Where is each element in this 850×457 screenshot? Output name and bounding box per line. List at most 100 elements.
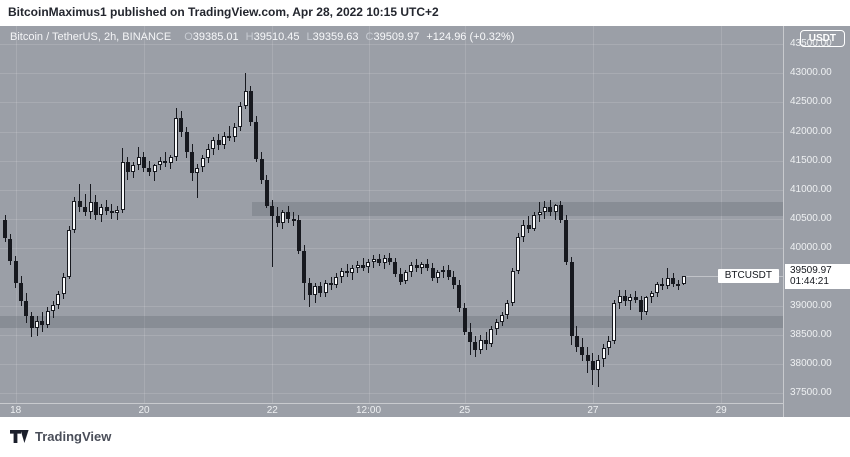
legend-open-label: O bbox=[184, 31, 193, 43]
candle-body bbox=[446, 269, 451, 277]
candle-body bbox=[660, 283, 665, 286]
gridline-v bbox=[15, 26, 17, 403]
legend-symbol[interactable]: Bitcoin / TetherUS, 2h, BINANCE bbox=[10, 31, 172, 43]
chart-pane[interactable]: Bitcoin / TetherUS, 2h, BINANCE O39385.01… bbox=[0, 26, 783, 403]
price-axis-label: 38000.00 bbox=[790, 358, 832, 370]
ohlc-legend: Bitcoin / TetherUS, 2h, BINANCE O39385.01… bbox=[10, 31, 514, 43]
price-axis-label: 40500.00 bbox=[790, 212, 832, 224]
candle-body bbox=[457, 285, 462, 309]
candle-body bbox=[206, 148, 211, 158]
candle-body bbox=[120, 161, 125, 210]
candle-body bbox=[580, 346, 585, 356]
candle-body bbox=[232, 126, 237, 138]
time-axis-label: 25 bbox=[459, 405, 471, 416]
legend-high-label: H bbox=[245, 31, 254, 43]
symbol-price-tag-text: BTCUSDT bbox=[724, 270, 772, 282]
candle-body bbox=[409, 265, 414, 273]
currency-toggle-button[interactable]: USDT bbox=[799, 30, 845, 47]
candle-body bbox=[200, 157, 205, 168]
candle-body bbox=[441, 269, 446, 273]
candle-body bbox=[345, 271, 350, 274]
candle-body bbox=[537, 211, 542, 216]
candle-wick bbox=[271, 200, 273, 267]
candle-body bbox=[590, 361, 595, 370]
price-axis-label: 41500.00 bbox=[790, 154, 832, 166]
candle-body bbox=[104, 207, 109, 211]
gridline-v bbox=[464, 26, 466, 403]
candle-body bbox=[275, 216, 280, 224]
candle-body bbox=[109, 210, 114, 213]
gridline-h bbox=[0, 44, 783, 46]
candle-body bbox=[45, 310, 50, 325]
candle-body bbox=[115, 210, 120, 213]
candle-body bbox=[676, 283, 681, 286]
candle-body bbox=[419, 264, 424, 269]
price-axis-label: 43500.00 bbox=[790, 38, 832, 50]
last-price-label[interactable]: 39509.97 01:44:21 bbox=[785, 264, 850, 290]
candle-body bbox=[216, 140, 221, 146]
candle-body bbox=[665, 278, 670, 286]
candle-body bbox=[307, 282, 312, 296]
candle-body bbox=[350, 268, 355, 274]
candle-body bbox=[500, 314, 505, 323]
candle-body bbox=[558, 205, 563, 220]
gridline-h bbox=[0, 73, 783, 75]
candle-body bbox=[671, 278, 676, 285]
price-axis-label: 37500.00 bbox=[790, 387, 832, 399]
gridline-v bbox=[368, 26, 370, 403]
candle-body bbox=[323, 282, 328, 294]
gridline-h bbox=[0, 247, 783, 249]
tradingview-brand-text: TradingView bbox=[35, 429, 112, 444]
price-axis[interactable]: USDT 39509.97 01:44:21 43500.00 43000.00 4… bbox=[783, 26, 850, 417]
candle-body bbox=[147, 167, 152, 172]
candle-wick bbox=[629, 294, 631, 310]
candle-body bbox=[302, 250, 307, 283]
candle-body bbox=[435, 272, 440, 278]
candle-body bbox=[286, 212, 291, 219]
legend-open-value: 39385.01 bbox=[192, 31, 239, 43]
candle-body bbox=[190, 151, 195, 174]
time-axis[interactable]: 18 20 22 12:00 25 27 29 bbox=[0, 403, 783, 417]
tradingview-logo-icon bbox=[10, 430, 29, 443]
candle-body bbox=[585, 355, 590, 362]
candle-body bbox=[131, 165, 136, 173]
candle-body bbox=[35, 320, 40, 329]
legend-low-value: 39359.63 bbox=[312, 31, 359, 43]
price-axis-label: 40000.00 bbox=[790, 241, 832, 253]
candle-body bbox=[553, 205, 558, 213]
candle-body bbox=[478, 339, 483, 350]
candle-body bbox=[339, 271, 344, 277]
gridline-h bbox=[0, 306, 783, 307]
candle-body bbox=[19, 282, 24, 302]
time-axis-label: 29 bbox=[715, 405, 727, 416]
candle-wick bbox=[196, 163, 198, 199]
candle-body bbox=[377, 259, 382, 264]
gridline-h bbox=[0, 393, 783, 395]
candle-wick bbox=[90, 183, 92, 219]
candle-body bbox=[526, 224, 531, 229]
candle-body bbox=[361, 265, 366, 268]
candle-body bbox=[403, 272, 408, 282]
candle-body bbox=[462, 308, 467, 332]
candle-body bbox=[393, 261, 398, 274]
candle-body bbox=[387, 258, 392, 262]
gridline-v bbox=[144, 26, 145, 403]
price-axis-label: 42500.00 bbox=[790, 96, 832, 108]
candle-body bbox=[334, 276, 339, 285]
candle-body bbox=[617, 295, 622, 304]
candle-body bbox=[639, 300, 644, 312]
tradingview-link[interactable]: TradingView bbox=[10, 429, 111, 444]
candle-body bbox=[270, 205, 275, 217]
candle-body bbox=[505, 303, 510, 315]
candle-body bbox=[83, 207, 88, 212]
candle-body bbox=[398, 274, 403, 282]
candle-body bbox=[211, 140, 216, 149]
chart-wrapper: Bitcoin / TetherUS, 2h, BINANCE O39385.01… bbox=[0, 26, 850, 417]
candle-wick bbox=[362, 258, 364, 272]
demand-zone[interactable] bbox=[0, 315, 783, 329]
candle-body bbox=[628, 297, 633, 302]
supply-zone[interactable] bbox=[251, 202, 783, 217]
candle-body bbox=[633, 297, 638, 301]
candle-body bbox=[296, 219, 301, 251]
